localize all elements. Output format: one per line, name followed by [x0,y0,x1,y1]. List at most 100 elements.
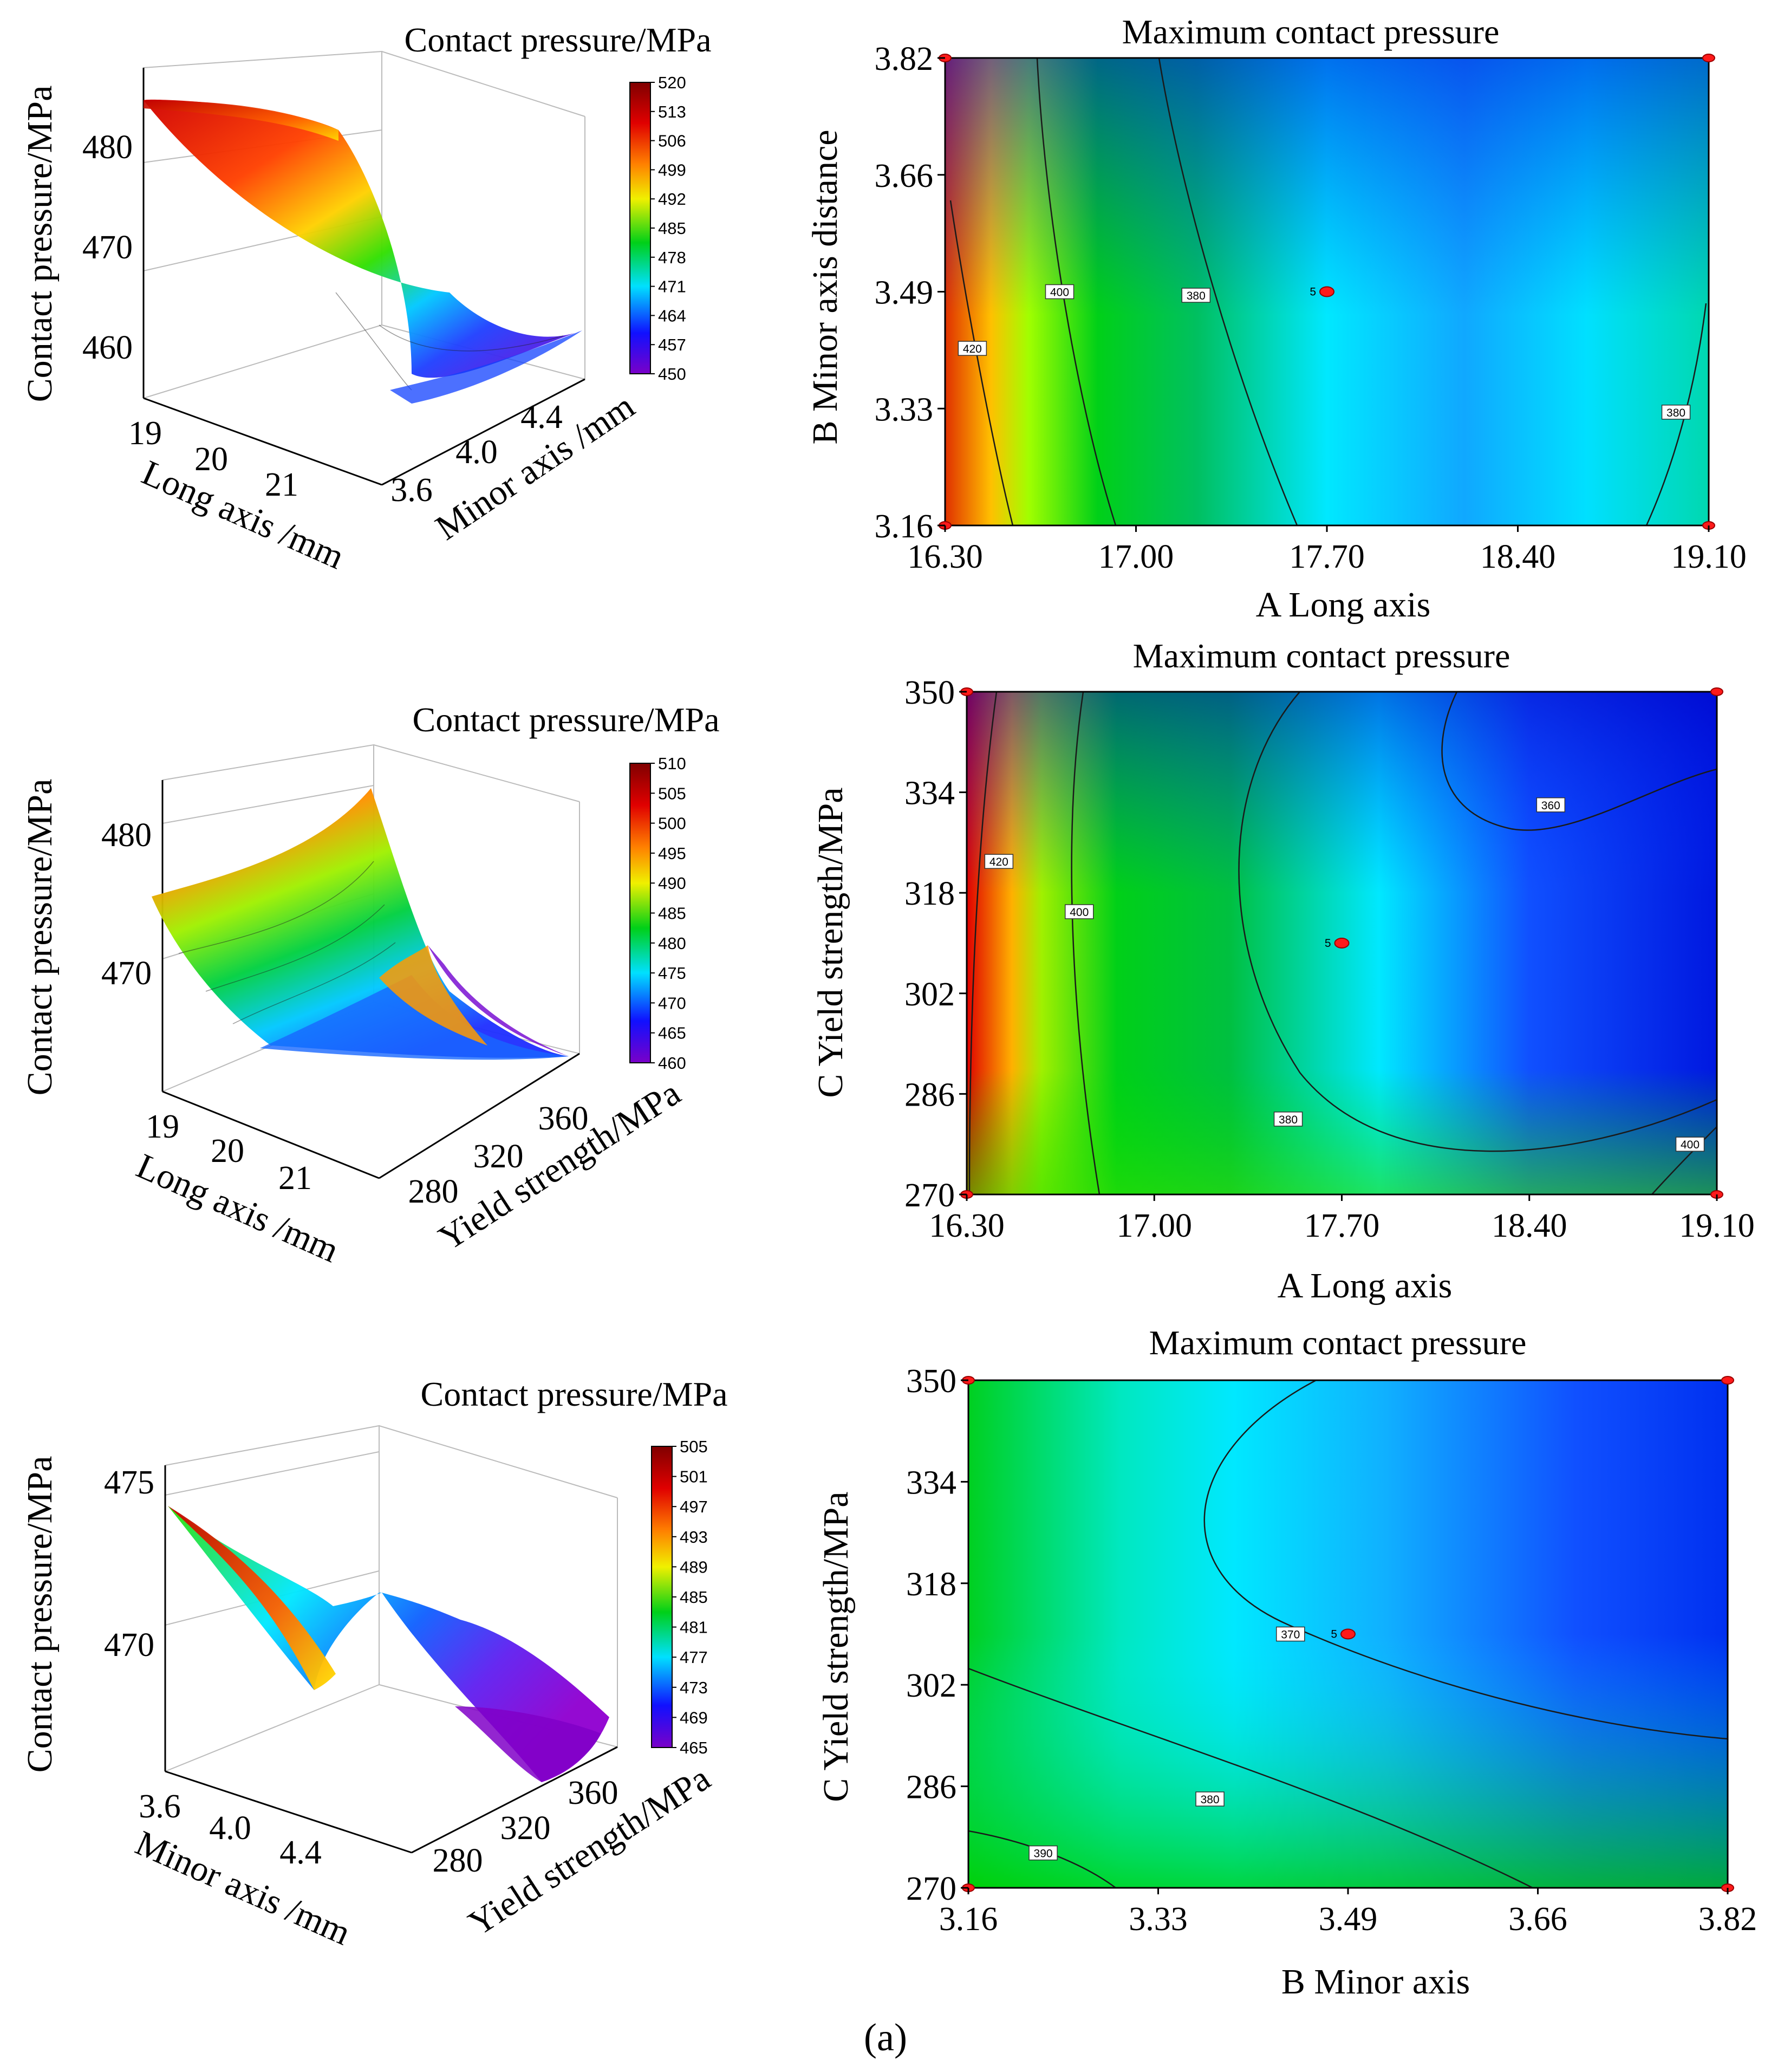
y-tick-label: 3.6 [390,472,433,509]
colorbar-tick-label: 457 [658,335,686,354]
colorbar-3: 505 501 497 493 489 485 481 477 473 469 465 [651,1437,708,1757]
x-ticks-c2: 16.30 17.00 17.70 18.40 19.10 [929,1194,1755,1244]
contour-label-text: 380 [1279,1114,1298,1126]
z-tick-label: 480 [101,817,152,854]
x-tick-label: 3.82 [1698,1901,1757,1938]
colorbar-tick-label: 489 [680,1557,708,1576]
y-tick-label: 318 [904,875,955,912]
y-tick-label: 280 [408,1173,459,1210]
x-ticks-3: 3.6 4.0 4.4 [139,1788,322,1871]
y-tick-label: 334 [904,775,955,812]
x-tick-label: 19 [128,415,162,452]
y-tick-label: 360 [538,1100,589,1137]
y-tick-label: 270 [904,1177,955,1214]
x-tick-label: 19 [146,1108,179,1145]
center-point-label: 5 [1331,1628,1337,1641]
colorbar-tick-label: 477 [680,1648,708,1667]
x-tick-label: 18.40 [1480,538,1556,575]
x-tick-label: 17.70 [1304,1207,1380,1244]
x-ticks-c1: 16.30 17.00 17.70 18.40 19.10 [907,525,1747,575]
colorbar-tick-label: 470 [658,993,686,1012]
x-axis-label-c1: A Long axis [1256,585,1431,625]
colorbar-tick-label: 481 [680,1618,708,1637]
x-tick-label: 3.33 [1129,1901,1188,1938]
y-tick-label: 302 [904,976,955,1013]
z-ticks-3: 470 475 [104,1464,154,1664]
y-ticks-c1: 3.82 3.66 3.49 3.33 3.16 [875,41,945,545]
colorbar-tick-label: 513 [658,102,686,121]
y-tick-label: 334 [906,1464,956,1501]
x-tick-label: 4.4 [279,1834,322,1871]
figure-caption: (a) [864,2016,907,2059]
surface-contour-line [205,904,385,992]
contour-label: 380 [1273,1112,1303,1127]
x-axis-label-1: Long axis /mm [136,453,350,577]
contour-label-text: 390 [1034,1848,1053,1860]
contour-label-text: 420 [963,343,982,355]
x-tick-label: 4.0 [209,1810,251,1847]
x-ticks-c3: 3.16 3.33 3.49 3.66 3.82 [939,1888,1757,1938]
y-ticks-3: 280 320 360 [433,1775,618,1879]
colorbar-2: 510 505 500 495 490 485 480 475 470 465 460 [629,754,686,1073]
contour-label: 420 [958,341,987,356]
colorbar-tick-label: 485 [680,1588,708,1607]
x-tick-label: 18.40 [1492,1207,1567,1244]
contour-label-text: 380 [1187,290,1206,302]
z-axis-label-3: Contact pressure/MPa [20,1456,60,1773]
x-ticks-2: 19 20 21 [146,1108,312,1197]
x-tick-label: 3.49 [1319,1901,1378,1938]
contour-lines-2 [968,692,1717,1194]
x-tick-label: 3.6 [139,1788,181,1825]
title-s1: Contact pressure/MPa [405,21,712,59]
center-point-label: 5 [1325,937,1331,950]
y-tick-label: 320 [473,1138,524,1175]
colorbar-tick-label: 520 [658,73,686,92]
colorbar-tick-label: 506 [658,132,686,151]
x-tick-label: 20 [194,441,228,478]
colorbar-tick-label: 493 [680,1528,708,1547]
colorbar-tick-label: 497 [680,1497,708,1516]
y-tick-label: 360 [568,1775,618,1811]
x-tick-label: 19.10 [1679,1207,1755,1244]
y-axis-label-c3: C Yield strength/MPa [816,1491,856,1802]
colorbar-tick-label: 475 [658,964,686,983]
title-c1: Maximum contact pressure [1122,12,1500,51]
x-tick-label: 3.66 [1508,1901,1567,1938]
colorbar-tick-label: 501 [680,1467,708,1486]
y-tick-label: 3.66 [875,158,934,194]
colorbar-tick-label: 465 [658,1024,686,1043]
colorbar-tick-label: 495 [658,844,686,863]
y-tick-label: 350 [906,1363,956,1400]
surface-contour-line [379,324,564,352]
z-axis-label-1: Contact pressure/MPa [20,86,60,402]
colorbar-tick-label: 485 [658,219,686,238]
contour-label: 400 [1675,1136,1705,1152]
y-tick-label: 3.16 [875,508,934,545]
contour-label: 420 [984,854,1014,869]
contour-label-text: 400 [1681,1139,1700,1151]
surface-1 [144,99,582,378]
x-tick-label: 17.00 [1117,1207,1193,1244]
contour-label-text: 370 [1281,1629,1300,1641]
y-ticks-c3: 350 334 318 302 286 270 [906,1363,968,1907]
z-tick-label: 470 [82,229,133,266]
x-axis-label-c2: A Long axis [1278,1266,1453,1305]
contour-label-text: 400 [1070,906,1089,919]
center-point-label: 5 [1310,286,1316,298]
surface-plot-3: 470 475 3.6 4.0 4.4 280 320 360 Contact press… [20,1375,728,1953]
contour-label: 380 [1661,405,1691,420]
contour-label: 400 [1065,904,1094,919]
center-point [1334,938,1350,949]
contour-lines-1 [949,58,1707,525]
colorbar-tick-label: 464 [658,306,686,325]
contour-label-text: 420 [989,856,1008,868]
title-s3: Contact pressure/MPa [421,1375,728,1413]
contour-label-text: 380 [1666,407,1685,419]
colorbar-tick-label: 505 [658,784,686,803]
y-tick-label: 3.33 [875,391,934,428]
title-c2: Maximum contact pressure [1133,636,1510,675]
title-s2: Contact pressure/MPa [413,700,720,739]
y-tick-label: 318 [906,1566,956,1603]
x-tick-label: 20 [211,1133,244,1170]
